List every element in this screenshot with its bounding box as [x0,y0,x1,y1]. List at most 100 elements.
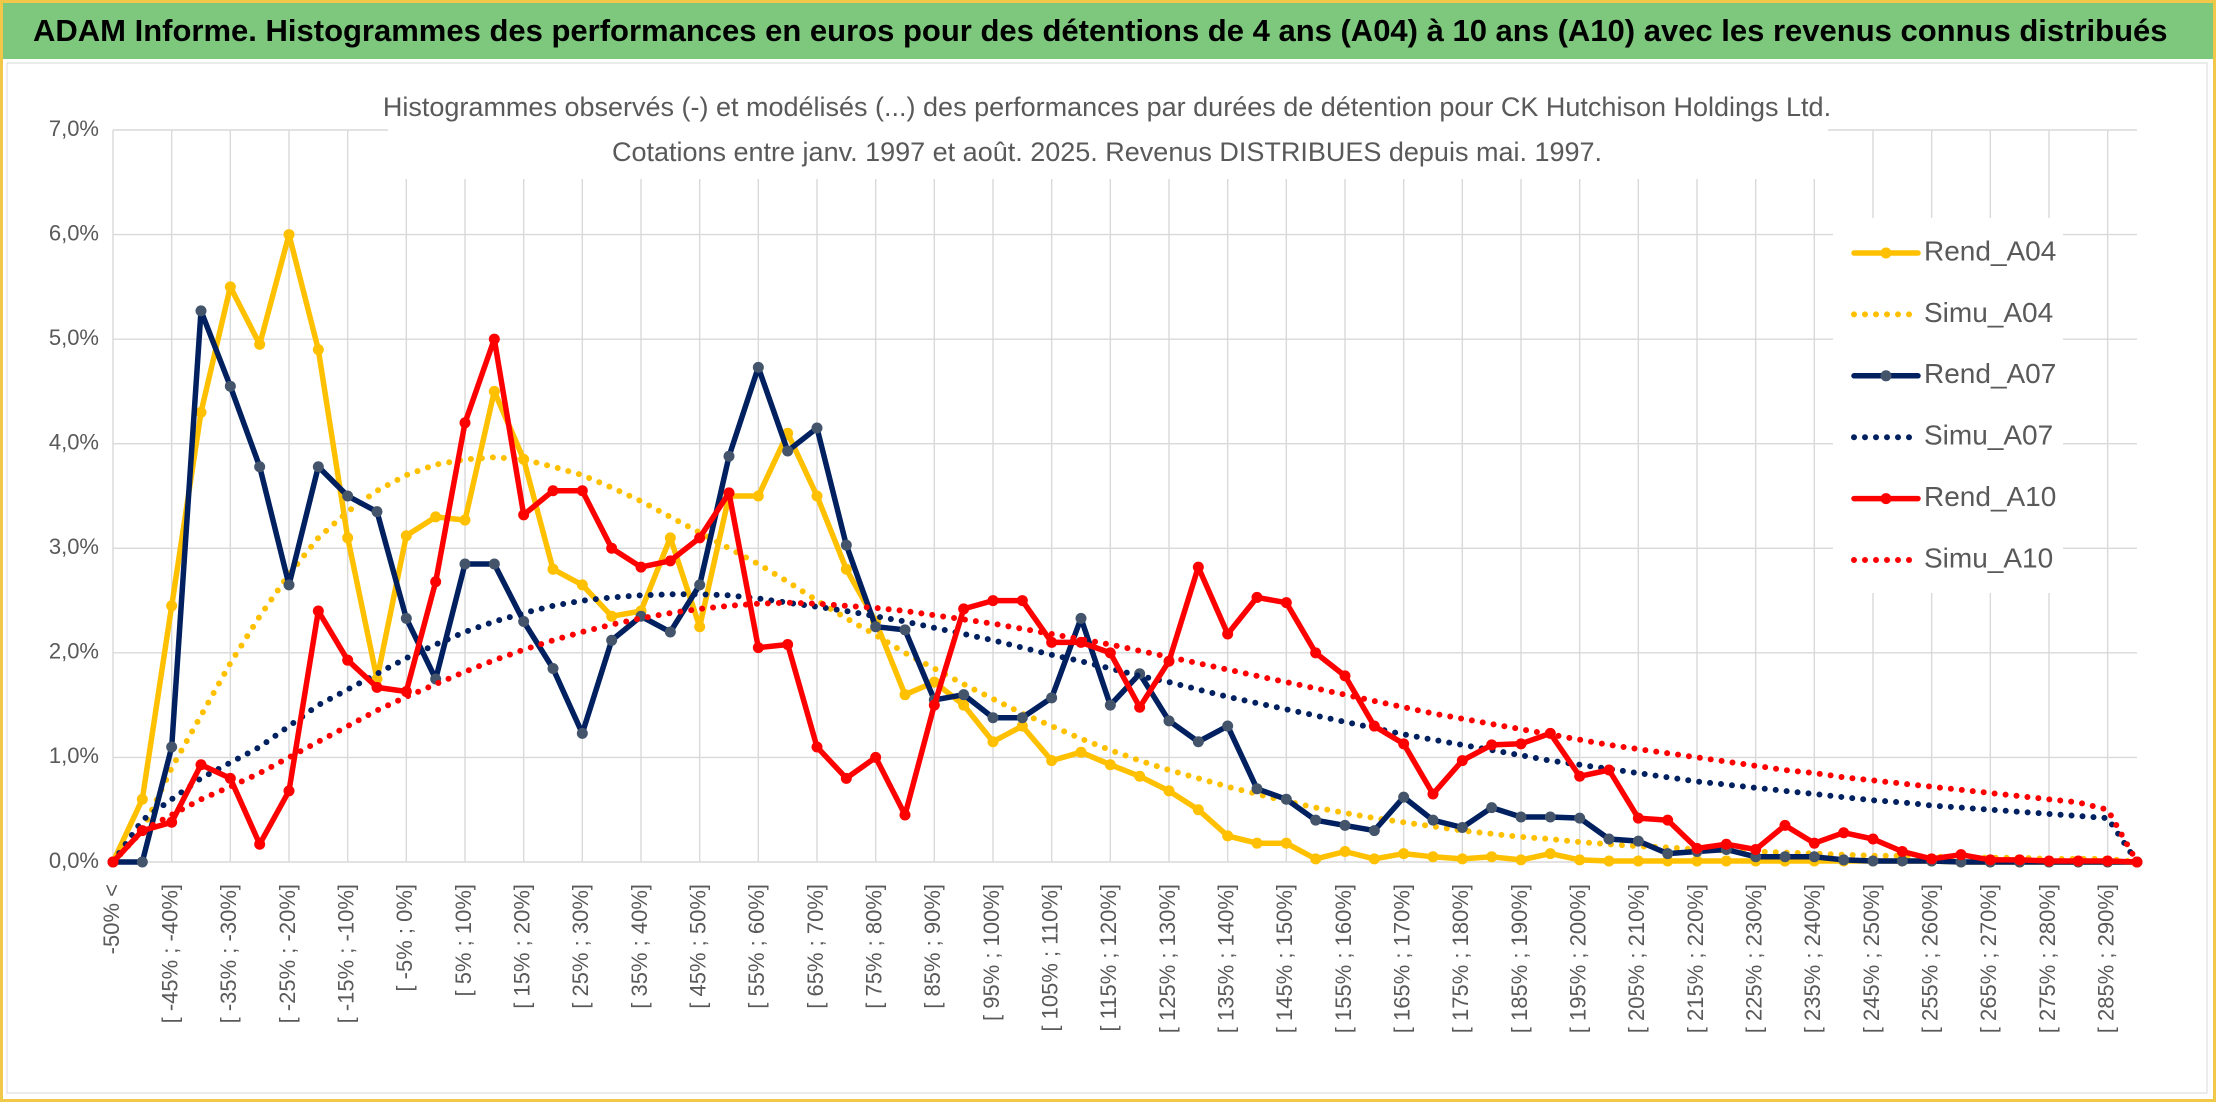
data-point [1368,720,1380,732]
legend-marker [1880,247,1892,259]
data-point [1104,759,1116,771]
x-tick-label: [ -45% ; -40%] [157,884,182,1023]
data-point [2014,854,2026,866]
x-tick-label: [ 55% ; 60%] [744,884,769,1009]
data-point [400,530,412,542]
y-tick-label: 4,0% [49,430,99,455]
data-point [342,490,354,502]
data-point [1310,853,1322,865]
data-point [1222,628,1234,640]
data-point [1984,854,1996,866]
data-point [195,406,207,418]
data-point [254,838,266,850]
data-point [283,579,295,591]
data-point [1486,851,1498,863]
data-point [928,699,940,711]
data-point [1339,819,1351,831]
data-point [1574,812,1586,824]
data-point [518,615,530,627]
data-point [1016,720,1028,732]
data-point [1867,833,1879,845]
x-tick-label: [ 155% ; 160%] [1331,884,1356,1033]
data-point [1339,846,1351,858]
data-point [1691,842,1703,854]
x-tick-label: [ 65% ; 70%] [803,884,828,1009]
data-point [1808,837,1820,849]
data-point [958,699,970,711]
x-tick-label: [ 285% ; 290%] [2093,884,2118,1033]
legend-marker [1880,370,1892,382]
x-tick-label: [ 145% ; 150%] [1272,884,1297,1033]
data-point [1838,827,1850,839]
series-line [110,336,2140,865]
x-tick-label: [ 95% ; 100%] [979,884,1004,1021]
data-point [1691,855,1703,867]
data-point [1926,853,1938,865]
data-point [2043,855,2055,867]
data-point [811,422,823,434]
y-tick-label: 2,0% [49,639,99,664]
title-box [388,89,1828,179]
data-point [1280,837,1292,849]
data-point [1163,715,1175,727]
data-point [723,487,735,499]
legend-label: Rend_A04 [1924,235,2056,266]
data-point [1104,699,1116,711]
data-point [752,490,764,502]
x-tick-label: [ 85% ; 90%] [920,884,945,1009]
data-point [224,281,236,293]
data-point [1662,848,1674,860]
data-point [1750,843,1762,855]
data-point [400,612,412,624]
data-point [166,816,178,828]
x-tick-label: [ 35% ; 40%] [627,884,652,1009]
data-point [1838,854,1850,866]
data-point [1368,853,1380,865]
x-tick-label: [ 185% ; 190%] [1507,884,1532,1033]
data-point [840,563,852,575]
x-tick-label: [ 125% ; 130%] [1155,884,1180,1033]
chart-title: Histogrammes observés (-) et modélisés (… [383,92,1831,122]
data-point [1896,855,1908,867]
data-point [488,333,500,345]
data-point [1720,855,1732,867]
x-tick-label: [ 235% ; 240%] [1800,884,1825,1033]
data-point [811,741,823,753]
legend-label: Simu_A07 [1924,420,2053,451]
data-point [1632,855,1644,867]
data-point [312,461,324,473]
x-tick-label: [ 5% ; 10%] [451,884,476,997]
data-point [1251,591,1263,603]
x-tick-label: [ 115% ; 120%] [1096,884,1121,1032]
data-point [1075,612,1087,624]
data-point [136,793,148,805]
data-point [1486,739,1498,751]
data-point [1544,848,1556,860]
data-point [811,490,823,502]
data-point [1163,785,1175,797]
x-tick-label: [ 205% ; 210%] [1624,884,1649,1033]
x-tick-label: [ 225% ; 230%] [1741,884,1766,1033]
legend-marker [1880,493,1892,505]
data-point [2131,856,2143,868]
data-point [1222,830,1234,842]
chart-subtitle: Cotations entre janv. 1997 et août. 2025… [612,137,1602,167]
data-point [1515,811,1527,823]
x-tick-label: [ 105% ; 110%] [1037,884,1062,1032]
data-point [635,561,647,573]
data-point [166,741,178,753]
data-point [312,605,324,617]
legend-label: Simu_A10 [1924,542,2053,573]
data-point [1427,851,1439,863]
data-point [1192,561,1204,573]
data-point [430,511,442,523]
data-point [606,634,618,646]
data-point [752,642,764,654]
data-point [1808,851,1820,863]
x-tick-label: [ 215% ; 220%] [1683,884,1708,1033]
data-point [1603,855,1615,867]
data-point [1398,738,1410,750]
data-point [694,532,706,544]
data-point [2102,855,2114,867]
